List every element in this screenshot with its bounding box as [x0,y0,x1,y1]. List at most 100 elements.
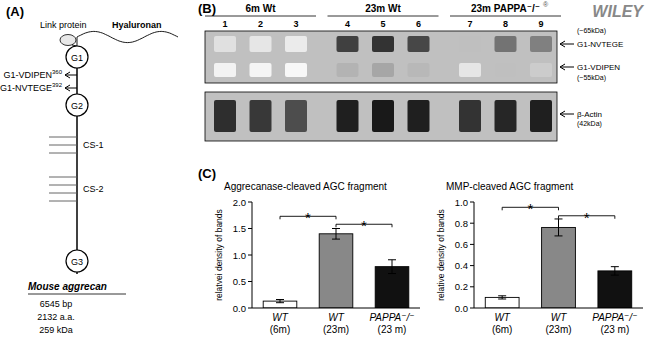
band [459,100,481,132]
blot [205,31,557,83]
label: Link protein [40,20,87,30]
x-tick-label-line: WT [272,312,288,323]
x-tick-label-line: (23 m) [378,324,407,335]
y-axis-label: relatvei density of bands [214,209,224,301]
arrow-shaft [65,75,77,76]
hyaluronan [77,31,178,42]
band [495,63,517,77]
chart-title: Aggrecanase-cleaved AGC fragment [224,181,387,192]
band [372,63,394,77]
y-tick-label: 0.4 [455,260,468,271]
lane-label: 1 [222,19,227,29]
y-tick-label: 2.0 [233,197,246,208]
domain [66,46,88,68]
cleavage-label-text: G1-VDIPEN [3,70,52,80]
band-arrow [560,41,574,47]
bar [319,234,353,308]
band [495,100,517,132]
band [408,36,430,52]
domain [66,94,88,116]
domain-label: G3 [71,257,83,267]
label: CS-2 [83,184,104,194]
label: Mouse aggrecan [28,281,107,292]
band [214,100,236,132]
lane-label: 6 [416,19,421,29]
y-tick-label: 1.0 [455,197,468,208]
y-tick [470,265,474,266]
cs-chain [49,193,77,194]
domain-label: G1 [71,53,83,63]
arrow-shaft [560,114,574,115]
band [285,100,307,132]
band [495,36,517,52]
cleavage-site: 360 [52,69,63,75]
y-tick [248,308,252,309]
x-tick-label-line: WT [328,312,344,323]
band [337,100,359,132]
y-axis [252,202,253,308]
group-label: 23m Wt [365,3,401,14]
cs-chain [49,185,77,186]
domain-label: G2 [71,101,83,111]
cleavage-arrow [65,85,77,91]
label: 259 kDa [39,325,73,335]
y-tick-label: 0.5 [233,276,246,287]
significance-star: * [305,209,311,226]
lane-label: 4 [345,19,350,29]
arrow-head [65,72,70,78]
significance-star: * [584,209,590,226]
cs-chain [49,145,77,146]
arrow-head [560,64,565,70]
significance-star: * [361,217,367,234]
row-label: G1-VDIPEN [577,63,620,72]
band [372,36,394,52]
cleavage-label-text: G1-NVTEGE [0,83,52,93]
cs-chain [49,153,77,154]
band [530,100,552,132]
watermark: WILEY [592,3,644,20]
lane-label: 2 [258,19,263,29]
x-tick-label: WT(6m) [492,312,513,335]
y-tick-label: 0.6 [455,239,468,250]
band [214,36,236,52]
x-tick-label-line: (6m) [270,324,291,335]
marks [485,219,631,308]
mark: ® [543,1,549,8]
size-label: (~55kDa) [577,74,606,82]
error-bar [498,296,506,299]
error-bar [276,300,284,303]
x-tick-label: PAPPA⁻/⁻(23 m) [592,312,637,335]
blot [205,92,557,141]
label: 6545 bp [40,299,73,309]
x-tick-label: WT(23m) [545,312,571,335]
band [372,100,394,132]
band [337,63,359,77]
y-tick [248,255,252,256]
x-tick-label-line: PAPPA⁻/⁻ [592,312,637,323]
cleavage-label: G1-VDIPEN360 [3,69,62,80]
x-tick-label-line: (23 m) [600,324,629,335]
x-tick-label: WT(6m) [270,312,291,335]
x-tick-label: PAPPA⁻/⁻(23 m) [369,312,414,335]
y-tick [248,228,252,229]
band-arrow [560,111,574,117]
x-axis [474,308,643,309]
x-tick-label: WT(23m) [323,312,349,335]
arrow-head [65,85,70,91]
bar-chart: 0.00.20.40.60.81.0WT(6m)WT(23m)PAPPA⁻/⁻(… [436,181,643,335]
panel-title: (B) [198,1,216,16]
significance-star: * [527,200,533,217]
band [285,36,307,52]
x-tick-label-line: (6m) [492,324,513,335]
size-label: (~65kDa) [577,27,606,35]
y-tick-label: 1.5 [233,223,246,234]
cs-chain [49,137,77,138]
label: 2132 a.a. [37,312,75,322]
label: Hyaluronan [112,20,162,30]
link-protein [60,35,76,46]
marks [263,229,409,309]
group-label: 23m PAPPA⁻/⁻ [471,3,540,14]
size-label: (42kDa) [577,120,602,128]
band [250,63,272,77]
x-axis [252,308,420,309]
